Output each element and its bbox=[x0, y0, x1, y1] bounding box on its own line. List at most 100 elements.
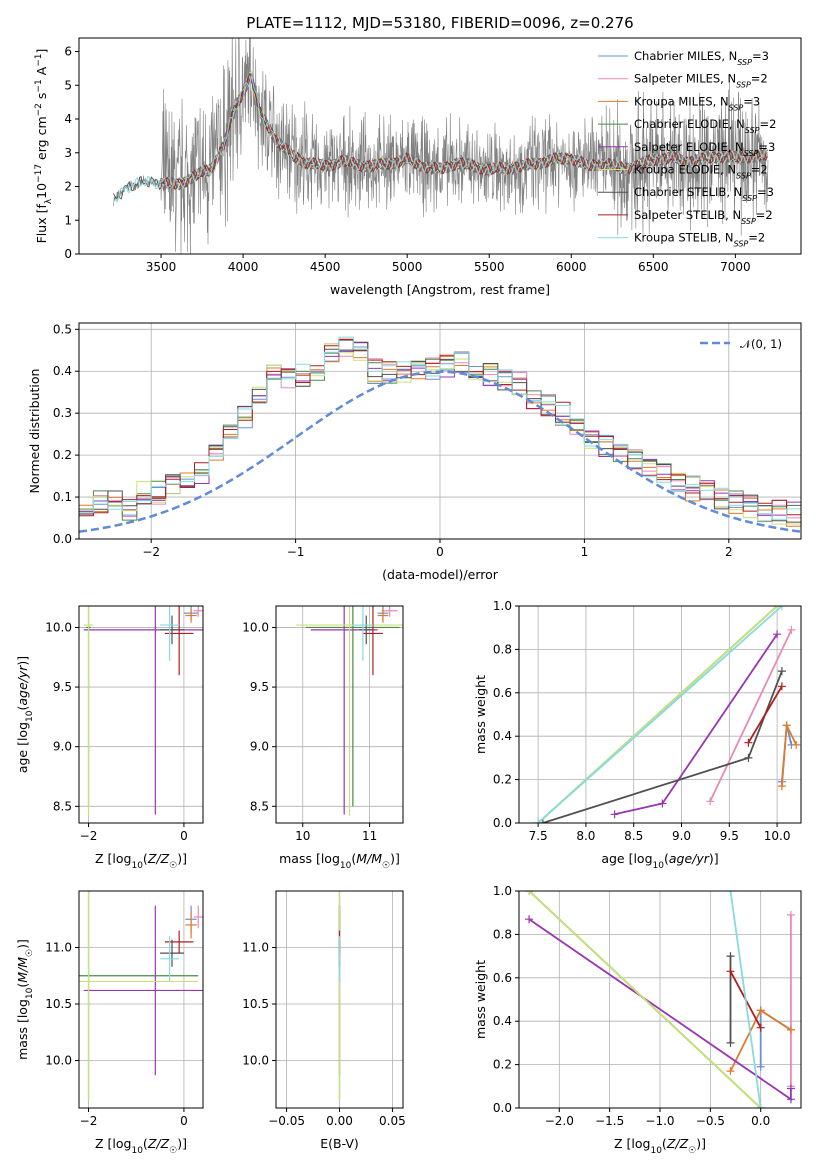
x-axis-label: (data-model)/error bbox=[382, 567, 499, 582]
x-axis-label: Z [log10(Z/Z☉)] bbox=[614, 1136, 706, 1156]
figure-title: PLATE=1112, MJD=53180, FIBERID=0096, z=0… bbox=[246, 14, 633, 32]
series-line bbox=[614, 633, 778, 816]
y-axis-label: age [log10(age/yr)] bbox=[15, 656, 35, 773]
panel-spectrum: 3500 4000 4500 5000 5500 6000 6500 7000 0 1 2 3 4 5 6 w… bbox=[34, 37, 802, 297]
axes-frame bbox=[78, 890, 204, 1109]
panel-weight-vs-age: 7.5 8.0 8.5 9.0 9.5 10.0 0.0 0.2 0.4 0.6 0.8 1.0 age… bbox=[473, 599, 802, 871]
y-tick-label: 0.3 bbox=[53, 406, 72, 420]
y-tick-label: 10.0 bbox=[45, 620, 72, 634]
y-tick-label: 8.5 bbox=[53, 799, 72, 813]
x-tick-label: 9.5 bbox=[720, 829, 739, 843]
series-marker bbox=[786, 910, 795, 919]
data-point bbox=[160, 606, 180, 661]
x-tick-label: 11 bbox=[362, 829, 377, 843]
y-axis-label: mass weight bbox=[473, 675, 488, 754]
y-tick-label: 0.2 bbox=[493, 773, 512, 787]
data-point bbox=[83, 905, 203, 1076]
x-tick-label: −1.5 bbox=[595, 1114, 624, 1128]
y-tick-label: 1.0 bbox=[493, 884, 512, 898]
model-line bbox=[113, 72, 768, 200]
x-tick-label: −2 bbox=[142, 545, 160, 559]
y-tick-label: 0.0 bbox=[53, 532, 72, 546]
y-tick-label: 9.5 bbox=[53, 680, 72, 694]
series-marker bbox=[777, 682, 786, 691]
x-tick-label: 6000 bbox=[556, 260, 587, 274]
x-tick-label: −2 bbox=[80, 1114, 98, 1128]
series-line bbox=[759, 1008, 792, 1067]
plot-area bbox=[113, 38, 769, 254]
series-line bbox=[537, 606, 783, 823]
y-tick-label: 9.5 bbox=[250, 680, 269, 694]
series-line bbox=[709, 629, 793, 802]
model-line bbox=[160, 77, 768, 190]
x-tick-label: 0 bbox=[436, 545, 444, 559]
series-line bbox=[747, 685, 783, 744]
x-axis-label: Z [log10(Z/Z☉)] bbox=[95, 1136, 187, 1156]
histogram-series bbox=[79, 338, 801, 522]
data-point bbox=[185, 911, 197, 939]
axes-frame bbox=[275, 605, 404, 824]
y-tick-label: 0.6 bbox=[493, 686, 512, 700]
series-marker bbox=[786, 1095, 795, 1104]
data-point bbox=[306, 606, 400, 807]
x-tick-label: 3500 bbox=[146, 260, 177, 274]
y-axis-label: mass [log10(M/M☉)] bbox=[15, 939, 35, 1060]
y-tick-label: 0.2 bbox=[493, 1058, 512, 1072]
data-point bbox=[377, 608, 389, 623]
legend-entry: Chabrier MILES, NSSP=3 bbox=[634, 49, 769, 67]
x-tick-label: 1 bbox=[581, 545, 589, 559]
model-line bbox=[160, 70, 768, 191]
series-marker bbox=[782, 721, 791, 730]
series-marker bbox=[744, 738, 753, 747]
x-tick-label: 0.0 bbox=[751, 1114, 770, 1128]
x-tick-label: 8.5 bbox=[624, 829, 643, 843]
y-tick-label: 10.5 bbox=[45, 997, 72, 1011]
y-tick-label: 11.0 bbox=[242, 941, 269, 955]
y-tick-label: 10.0 bbox=[242, 1054, 269, 1068]
data-point bbox=[160, 936, 180, 982]
data-point bbox=[193, 905, 203, 929]
legend-entry: 𝒩(0, 1) bbox=[740, 337, 782, 351]
panel-mass-vs-Z: −2 0 10.0 10.5 11.0 Z [log10(Z/Z☉)] mass [log1… bbox=[15, 890, 204, 1156]
series-marker bbox=[744, 753, 753, 762]
y-tick-label: 10.5 bbox=[242, 997, 269, 1011]
axes-frame bbox=[518, 605, 802, 824]
x-tick-label: 4000 bbox=[228, 260, 259, 274]
data-point bbox=[359, 615, 373, 645]
x-tick-label: −2 bbox=[80, 829, 98, 843]
y-tick-label: 2 bbox=[64, 180, 72, 194]
y-tick-label: 11.0 bbox=[45, 941, 72, 955]
y-tick-label: 0.1 bbox=[53, 490, 72, 504]
x-tick-label: 0.00 bbox=[326, 1114, 353, 1128]
series-line bbox=[729, 891, 762, 1108]
series-marker bbox=[726, 891, 735, 895]
panel-weight-vs-Z: −2.0 −1.5 −1.0 −0.5 0.0 0.0 0.2 0.4 0.6 0.8 1.0 Z [… bbox=[473, 884, 802, 1156]
series-marker bbox=[706, 797, 715, 806]
data-point bbox=[185, 608, 197, 623]
axes-frame bbox=[78, 37, 802, 255]
data-point bbox=[193, 606, 203, 617]
x-tick-label: 5000 bbox=[392, 260, 423, 274]
y-axis-label: Normed distribution bbox=[27, 369, 42, 494]
y-tick-label: 10.0 bbox=[45, 1054, 72, 1068]
x-tick-label: −2.0 bbox=[545, 1114, 574, 1128]
model-line bbox=[113, 75, 768, 203]
y-tick-label: 0.2 bbox=[53, 448, 72, 462]
series-marker bbox=[658, 799, 667, 808]
y-tick-label: 0 bbox=[64, 247, 72, 261]
series-marker bbox=[777, 606, 786, 610]
plot-area bbox=[534, 606, 801, 823]
series-marker bbox=[773, 630, 782, 639]
series-marker bbox=[786, 1025, 795, 1034]
legend-entry: Salpeter STELIB, NSSP=2 bbox=[634, 208, 773, 226]
series-marker bbox=[756, 1023, 765, 1032]
axes-frame bbox=[518, 890, 802, 1109]
y-tick-label: 0.4 bbox=[53, 364, 72, 378]
legend: 𝒩(0, 1) bbox=[700, 337, 782, 351]
series-marker bbox=[787, 625, 796, 634]
x-tick-label: 10.0 bbox=[764, 829, 791, 843]
y-tick-label: 0.8 bbox=[493, 927, 512, 941]
series-marker bbox=[534, 819, 543, 823]
series-marker bbox=[525, 915, 534, 924]
